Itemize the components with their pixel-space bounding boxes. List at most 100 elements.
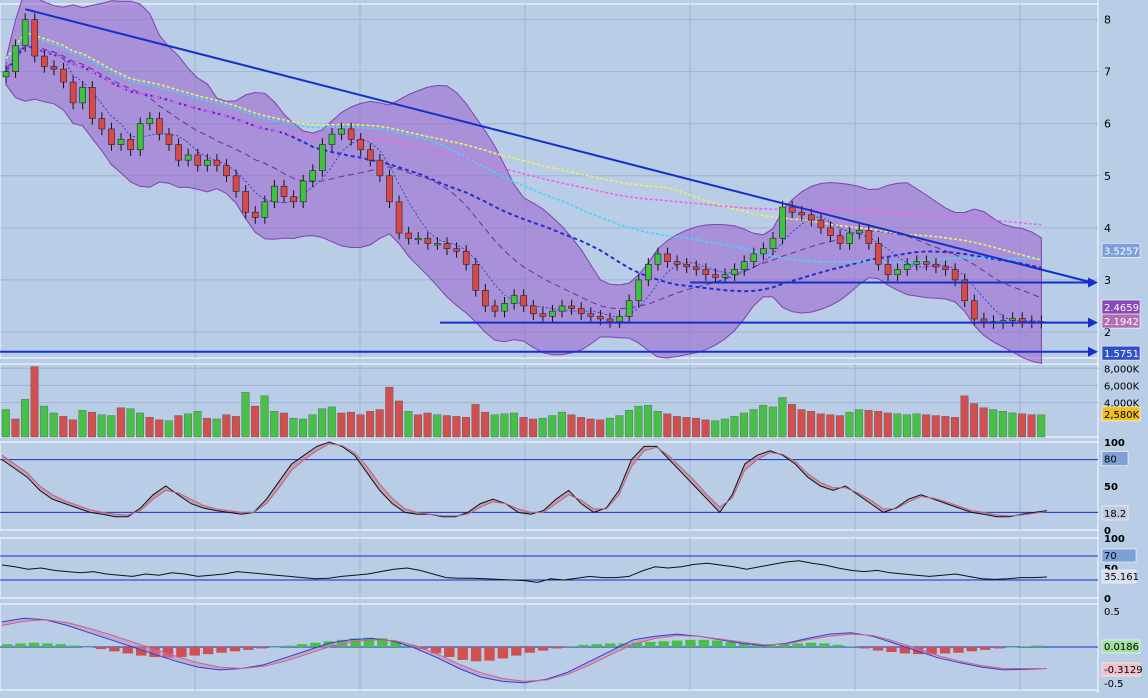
candle-body: [88, 86, 96, 119]
volume-bar: [1, 409, 10, 438]
volume-bar: [251, 405, 260, 438]
volume-bar: [970, 403, 979, 438]
candle-body: [549, 310, 556, 317]
candle-body: [645, 263, 652, 281]
macd-histogram-bar: [671, 640, 683, 647]
candle-body: [1018, 318, 1026, 322]
resistance-trendline: [24, 8, 1093, 284]
volume-bar: [1018, 413, 1026, 438]
macd-histogram-bar: [55, 644, 66, 647]
volume-bar: [375, 409, 384, 438]
volume-bar: [519, 417, 528, 438]
candle-body: [443, 243, 451, 249]
volume-bar: [126, 408, 135, 438]
volume-bar: [577, 417, 585, 438]
macd-histogram-bar: [604, 643, 616, 647]
panel-stoch-frame: [0, 441, 1099, 531]
rsi-tick-label: 0: [1104, 594, 1111, 605]
candle-body: [357, 139, 365, 151]
candle-body: [903, 263, 911, 270]
candle-body: [788, 206, 796, 213]
candle-body: [501, 303, 508, 312]
volume-bar: [40, 405, 49, 438]
rsi-tick-label: 50: [1104, 564, 1118, 575]
candle-body: [664, 253, 671, 262]
candle-body: [635, 279, 643, 302]
candle-body: [117, 139, 125, 145]
volume-bar: [299, 418, 307, 438]
volume-bar: [787, 404, 796, 438]
volume-bar: [88, 411, 97, 438]
candle-body: [2, 71, 10, 78]
macd-histogram-bar: [698, 639, 710, 647]
volume-bar: [59, 416, 68, 438]
volume-bar: [423, 412, 432, 438]
volume-bar: [11, 418, 20, 438]
macd-histogram-bar: [872, 647, 884, 651]
volume-bar: [807, 411, 816, 438]
candle-body: [932, 263, 940, 268]
candle-body: [769, 237, 777, 249]
volume-bar: [404, 411, 413, 438]
volume-bar: [596, 419, 605, 438]
macd-histogram-bar: [15, 643, 26, 647]
candle-body: [951, 269, 959, 281]
stoch-value-badge: [1101, 451, 1129, 466]
macd-histogram-bar: [645, 641, 656, 647]
macd-histogram-bar: [135, 647, 147, 656]
volume-bar: [136, 412, 144, 438]
candle-body: [386, 175, 393, 203]
macd-histogram-bar: [993, 647, 1004, 649]
candle-body: [961, 279, 969, 302]
volume-bar: [730, 416, 739, 438]
macd-histogram-bar: [390, 641, 401, 647]
macd-histogram-bar: [511, 647, 522, 656]
candle-body: [779, 206, 786, 239]
volume-bar: [672, 416, 681, 438]
price-value-badge: [1101, 345, 1141, 361]
macd-histogram-bar: [457, 647, 468, 660]
macd-histogram-bar: [564, 646, 576, 647]
candle-body: [50, 66, 58, 70]
macd-histogram-bar: [350, 638, 361, 647]
volume-bar: [327, 406, 336, 438]
macd-value-label: 0.0186: [1104, 642, 1139, 653]
volume-bar: [634, 405, 643, 438]
volume-bar: [644, 405, 653, 438]
volume-bar: [663, 413, 672, 438]
volume-bar: [116, 407, 125, 438]
macd-histogram-bar: [430, 647, 442, 654]
volume-bar: [203, 417, 212, 438]
candle-body: [875, 243, 882, 265]
candle-body: [971, 300, 978, 320]
macd-histogram-bar: [886, 647, 897, 653]
volume-bar: [97, 414, 106, 438]
volume-bar: [308, 414, 317, 438]
volume-bar: [998, 411, 1007, 438]
volume-bar: [903, 414, 911, 438]
candle-body: [347, 128, 355, 140]
stoch-value-label: 80: [1104, 455, 1117, 466]
stoch-line-0: [1, 441, 1048, 518]
volume-bar: [270, 411, 279, 438]
candle-body: [721, 274, 729, 278]
macd-histogram-bar: [82, 647, 93, 648]
macd-histogram-bar: [980, 647, 991, 650]
macd-histogram-bar: [283, 645, 294, 647]
candle-body: [942, 266, 949, 270]
candle-body: [328, 133, 336, 145]
price-tick-label: 2: [1104, 326, 1111, 339]
macd-histogram-bar: [712, 640, 723, 647]
macd-histogram-bar: [805, 642, 817, 647]
candle-body: [108, 128, 115, 145]
macd-histogram-bar: [377, 638, 388, 647]
volume-tick-label: 8,000K: [1104, 364, 1140, 375]
macd-value-badge: [1101, 662, 1141, 677]
volume-bar: [1008, 412, 1017, 438]
macd-histogram-bar: [779, 644, 790, 647]
macd-tick-label: 0.5: [1104, 607, 1120, 618]
volume-bar: [184, 413, 192, 438]
candle-body: [865, 230, 873, 244]
macd-histogram-bar: [939, 647, 951, 654]
candle-body: [184, 154, 192, 161]
